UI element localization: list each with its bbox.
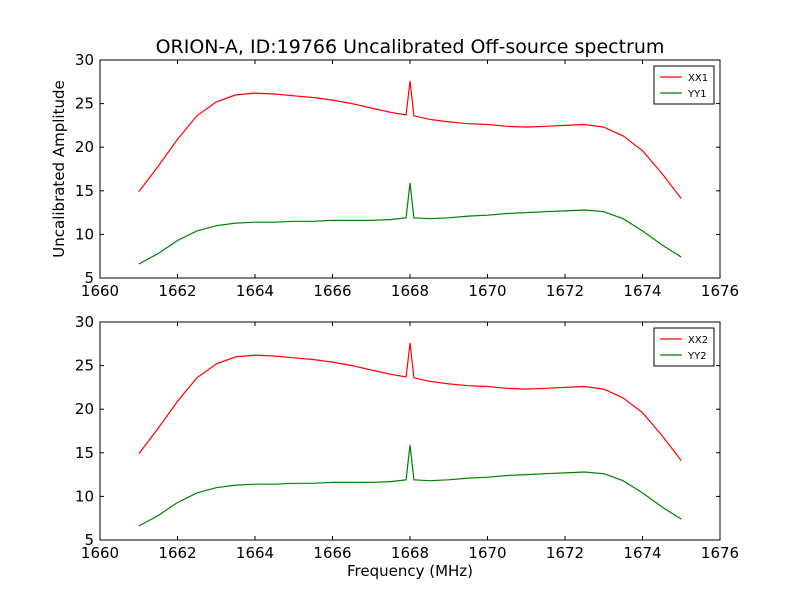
top-legend-label-yy1: YY1 [687, 89, 707, 100]
top-legend-label-xx1: XX1 [688, 73, 708, 84]
bottom-series-line-xx2 [138, 342, 682, 461]
top-y-tick-label: 15 [75, 182, 94, 200]
top-x-tick-label: 1666 [313, 282, 351, 300]
bottom-x-tick-label: 1660 [81, 544, 119, 562]
bottom-x-axis-label: Frequency (MHz) [347, 562, 473, 580]
top-x-tick-label: 1660 [81, 282, 119, 300]
bottom-x-tick-label: 1664 [236, 544, 274, 562]
top-y-tick-label: 20 [75, 138, 94, 156]
top-x-tick-label: 1668 [391, 282, 429, 300]
top-x-tick-label: 1672 [546, 282, 584, 300]
bottom-legend-label-yy2: YY2 [687, 351, 707, 362]
top-y-tick-label: 10 [75, 225, 94, 243]
top-x-tick-label: 1670 [468, 282, 506, 300]
bottom-x-tick-label: 1668 [391, 544, 429, 562]
top-legend-box [653, 65, 715, 105]
bottom-x-tick-label: 1666 [313, 544, 351, 562]
top-x-tick-label: 1674 [623, 282, 661, 300]
top-x-tick-label: 1664 [236, 282, 274, 300]
bottom-x-tick-label: 1670 [468, 544, 506, 562]
top-panel: 1660 1662 1664 1666 1668 1670 1672 1674 1676 5 10 1… [75, 51, 739, 300]
bottom-x-tick-label: 1672 [546, 544, 584, 562]
top-y-tick-label: 30 [75, 51, 94, 69]
top-x-tick-label: 1662 [158, 282, 196, 300]
top-series-line-xx1 [138, 80, 682, 199]
bottom-y-tick-label: 5 [84, 531, 94, 549]
top-series-line-yy1 [138, 182, 682, 265]
top-y-axis-label: Uncalibrated Amplitude [50, 80, 68, 257]
bottom-x-tick-label: 1662 [158, 544, 196, 562]
bottom-panel: 1660 1662 1664 1666 1668 1670 1672 1674 1676 5 10 1… [75, 313, 739, 562]
chart-title: ORION-A, ID:19766 Uncalibrated Off-sourc… [156, 36, 665, 58]
bottom-y-tick-label: 15 [75, 444, 94, 462]
bottom-y-tick-label: 10 [75, 487, 94, 505]
bottom-y-tick-label: 20 [75, 400, 94, 418]
top-x-tick-label: 1676 [701, 282, 739, 300]
bottom-y-tick-label: 25 [75, 357, 94, 375]
bottom-series-line-yy2 [138, 444, 682, 527]
bottom-legend-box [653, 327, 715, 367]
bottom-legend-label-xx2: XX2 [688, 335, 708, 346]
top-y-tick-label: 25 [75, 95, 94, 113]
bottom-x-tick-label: 1676 [701, 544, 739, 562]
top-y-tick-label: 5 [84, 269, 94, 287]
bottom-y-tick-label: 30 [75, 313, 94, 331]
bottom-x-tick-label: 1674 [623, 544, 661, 562]
